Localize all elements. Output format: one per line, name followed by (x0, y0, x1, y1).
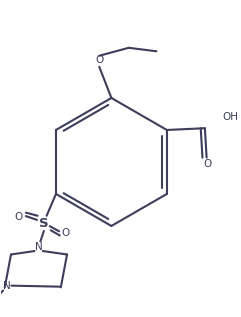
Text: O: O (61, 228, 69, 238)
Text: O: O (95, 55, 103, 65)
Text: N: N (3, 281, 10, 291)
Text: O: O (15, 212, 23, 222)
Text: O: O (203, 159, 211, 169)
Text: S: S (39, 217, 49, 230)
Text: OH: OH (223, 112, 239, 122)
Text: N: N (35, 242, 43, 252)
